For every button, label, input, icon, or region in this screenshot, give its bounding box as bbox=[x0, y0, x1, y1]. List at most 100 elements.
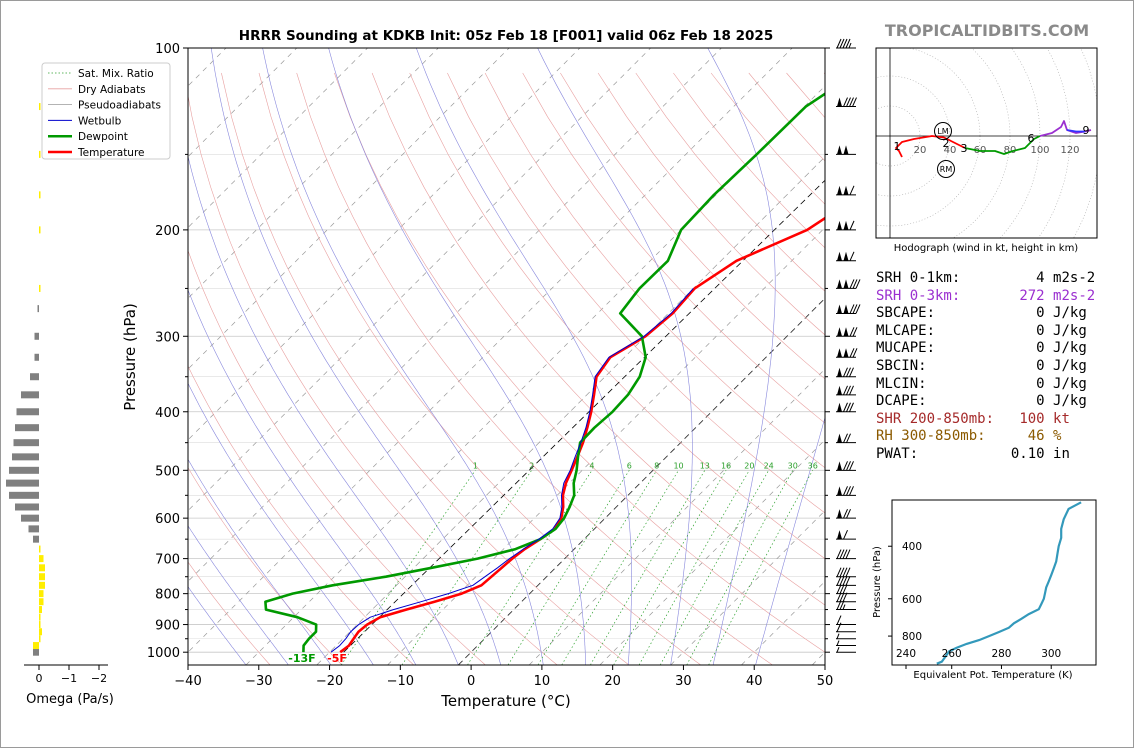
wind-barb-line bbox=[849, 461, 854, 471]
wind-barb-line bbox=[836, 600, 842, 610]
wind-barb-line bbox=[849, 402, 854, 412]
theta-e-x-tick-label: 280 bbox=[991, 648, 1011, 660]
wind-barb-line bbox=[839, 38, 845, 49]
wind-barb-half bbox=[836, 640, 840, 646]
theta-e-y-tick-label: 800 bbox=[902, 631, 922, 643]
wind-barb-flag bbox=[837, 461, 842, 471]
index-value: 46 bbox=[1027, 428, 1045, 445]
y-tick-label: 200 bbox=[155, 224, 180, 239]
theta-e-plot: 240 260 280 300 400 600 800 Pressure (hPa) Equiv… bbox=[872, 499, 1097, 681]
omega-bar bbox=[34, 353, 39, 361]
index-value: 100 bbox=[1019, 410, 1045, 427]
wind-barb-half bbox=[842, 604, 846, 610]
mixing-ratio-line bbox=[467, 470, 593, 665]
series-dewpoint bbox=[264, 92, 825, 653]
hodograph-trace bbox=[895, 135, 966, 158]
wind-barb-line bbox=[836, 592, 842, 602]
mixing-ratio-label: 36 bbox=[808, 461, 818, 470]
wind-barb-flag bbox=[837, 486, 842, 496]
index-label: MUCAPE: bbox=[876, 340, 936, 357]
wind-barb-flag bbox=[837, 279, 842, 289]
wind-barb-line bbox=[852, 97, 857, 107]
wind-barb-line bbox=[845, 576, 851, 586]
index-row: SHR 200-850mb: 100 kt bbox=[876, 411, 1095, 429]
x-tick-label: −40 bbox=[174, 674, 201, 689]
wind-barb-line bbox=[843, 367, 848, 377]
wind-barb-line bbox=[855, 304, 861, 314]
index-value: 272 bbox=[1019, 287, 1045, 304]
x-tick-label: 0 bbox=[467, 674, 475, 689]
wind-barb-line bbox=[839, 584, 845, 594]
skewt-plot: 1 2 4 6 8 10 13 16 20 24 30 36 -13F -5F −40 −30 −20 −10… bbox=[41, 42, 833, 710]
hodograph-ring-label: 40 bbox=[944, 145, 957, 156]
skewt-axes-frame bbox=[187, 47, 826, 666]
index-unit: m2s-2 bbox=[1053, 287, 1096, 304]
wind-barb-line bbox=[843, 385, 848, 396]
omega-plot: 0 −1 −2 Omega (Pa/s) bbox=[6, 103, 114, 707]
wind-barb-line bbox=[846, 508, 851, 519]
mixing-ratio-label: 2 bbox=[529, 461, 534, 470]
y-tick-label: 400 bbox=[155, 406, 180, 421]
mixing-ratio-line bbox=[340, 470, 476, 665]
theta-e-y-tick-label: 600 bbox=[902, 594, 922, 606]
index-row: SRH 0-3km: 272 m2s-2 bbox=[876, 288, 1095, 306]
omega-bar bbox=[33, 535, 39, 543]
omega-bar bbox=[33, 648, 39, 656]
wind-barb-line bbox=[852, 327, 858, 337]
wind-barb-flag bbox=[843, 145, 849, 155]
mixing-ratio-label: 30 bbox=[788, 461, 798, 470]
omega-bar bbox=[39, 564, 45, 572]
x-tick-label: 20 bbox=[604, 674, 621, 689]
index-row: SBCIN: 0 J/kg bbox=[876, 358, 1095, 376]
omega-bar bbox=[6, 479, 39, 487]
wind-barb-line bbox=[839, 592, 845, 602]
wind-barb-line bbox=[849, 97, 854, 107]
mixing-ratio-label: 6 bbox=[627, 461, 632, 470]
wind-barb-line bbox=[849, 486, 854, 496]
omega-bar bbox=[34, 332, 39, 340]
wind-barb-line bbox=[852, 304, 858, 314]
wind-barb-line bbox=[842, 38, 848, 49]
hodograph-caption: Hodograph (wind in kt, height in km) bbox=[894, 243, 1079, 254]
mixing-ratio-line bbox=[401, 470, 532, 665]
surface-temperature-label: -5F bbox=[327, 652, 347, 665]
isotherm bbox=[188, 48, 793, 653]
index-label: SRH 0-3km: bbox=[876, 287, 961, 304]
wind-barb-flag bbox=[843, 220, 849, 230]
wind-barb-line bbox=[846, 402, 851, 412]
dry-adiabat bbox=[371, 72, 825, 606]
moist-adiabat bbox=[707, 48, 776, 665]
omega-bar bbox=[39, 150, 41, 158]
hodograph-trace bbox=[1066, 129, 1085, 133]
wind-barb-line bbox=[849, 385, 854, 396]
dry-adiabat bbox=[221, 72, 630, 665]
moist-adiabat bbox=[188, 289, 417, 665]
index-unit: % bbox=[1053, 428, 1062, 445]
dry-adiabat bbox=[409, 72, 825, 560]
hodograph-height-label: 6 bbox=[1028, 132, 1035, 145]
omega-bar bbox=[39, 545, 41, 553]
index-unit: J/kg bbox=[1053, 357, 1087, 374]
mixing-ratio-label: 10 bbox=[673, 461, 683, 470]
storm-motion-marker bbox=[937, 160, 955, 178]
hodograph-frame bbox=[875, 47, 1098, 239]
wind-barb-flag bbox=[837, 367, 842, 377]
wind-barb-flag bbox=[837, 385, 842, 395]
index-value: 0 bbox=[1036, 322, 1045, 339]
index-row: PWAT: 0.10 in bbox=[876, 446, 1095, 464]
wind-barb-flag bbox=[837, 185, 842, 195]
index-row: MLCIN: 0 J/kg bbox=[876, 376, 1095, 394]
y-tick-label: 900 bbox=[155, 619, 180, 634]
wind-barb-line bbox=[839, 576, 845, 586]
y-tick-label: 600 bbox=[155, 512, 180, 527]
wind-barb-flag bbox=[837, 433, 842, 443]
hodograph-ring-label: 120 bbox=[1060, 145, 1079, 156]
moist-adiabat bbox=[262, 48, 544, 665]
x-tick-label: 40 bbox=[746, 674, 763, 689]
x-tick-label: −20 bbox=[316, 674, 343, 689]
hodograph-height-label: 2 bbox=[943, 137, 950, 150]
mixing-ratio-label: 8 bbox=[654, 461, 659, 470]
wind-barb-flag bbox=[843, 304, 849, 314]
omega-bar bbox=[15, 424, 39, 432]
omega-tick-label: 0 bbox=[36, 672, 43, 685]
